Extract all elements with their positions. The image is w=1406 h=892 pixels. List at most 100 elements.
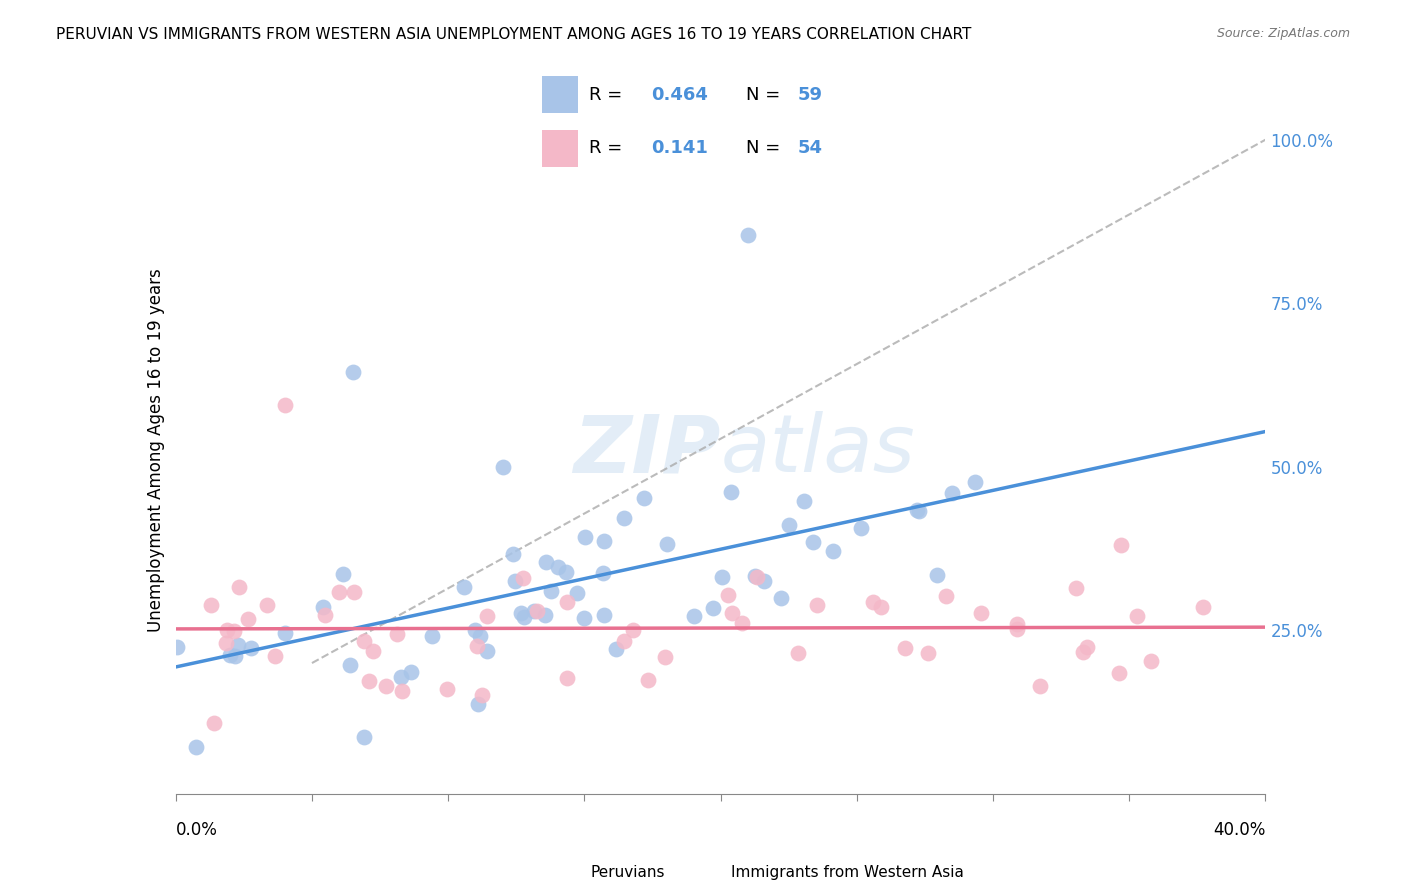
Point — [605, 641, 627, 656]
Point — [592, 534, 614, 549]
Point — [821, 544, 844, 558]
Point — [907, 504, 929, 518]
Point — [717, 589, 740, 603]
Text: 0.0%: 0.0% — [176, 821, 218, 838]
Point — [503, 574, 526, 588]
Point — [862, 594, 884, 608]
Point — [592, 566, 614, 580]
Point — [1029, 679, 1052, 693]
Point — [565, 586, 588, 600]
Point — [1140, 654, 1163, 668]
Point — [471, 689, 494, 703]
Point — [200, 598, 222, 612]
Point — [1192, 599, 1215, 614]
Point — [593, 608, 616, 623]
Point — [752, 574, 775, 588]
Point — [526, 604, 548, 618]
Point — [314, 608, 336, 623]
Point — [264, 648, 287, 663]
Point — [655, 537, 678, 551]
Point — [475, 609, 498, 624]
Point — [240, 640, 263, 655]
Point — [711, 570, 734, 584]
Point — [613, 510, 636, 524]
Point — [273, 625, 295, 640]
Text: R =: R = — [589, 86, 628, 103]
Point — [465, 639, 488, 653]
Text: N =: N = — [747, 86, 786, 103]
Point — [941, 486, 963, 500]
Point — [464, 623, 486, 637]
Point — [894, 640, 917, 655]
Point — [806, 598, 828, 612]
Point — [224, 649, 246, 664]
Point — [870, 599, 893, 614]
Point — [236, 612, 259, 626]
Text: atlas: atlas — [721, 411, 915, 490]
Point — [385, 627, 408, 641]
Point — [399, 665, 422, 679]
Point — [202, 716, 225, 731]
Point — [339, 658, 361, 673]
Point — [969, 606, 991, 620]
Point — [343, 585, 366, 599]
Point — [963, 475, 986, 489]
Point — [925, 568, 948, 582]
Point — [513, 610, 536, 624]
Point — [731, 615, 754, 630]
Point — [510, 606, 533, 620]
Point — [222, 624, 245, 638]
Point — [436, 681, 458, 696]
Text: 40.0%: 40.0% — [1213, 821, 1265, 838]
Point — [905, 503, 928, 517]
Point — [554, 565, 576, 579]
Point — [633, 491, 655, 506]
Point — [512, 571, 534, 585]
Point — [778, 517, 800, 532]
Point — [467, 697, 489, 711]
Text: 0.141: 0.141 — [651, 139, 709, 157]
Point — [1108, 665, 1130, 680]
Point — [328, 585, 350, 599]
Point — [637, 673, 659, 687]
Point — [217, 624, 239, 638]
Point — [540, 583, 562, 598]
Text: 54: 54 — [797, 139, 823, 157]
Point — [547, 559, 569, 574]
Point — [1126, 609, 1149, 624]
Point — [1071, 645, 1094, 659]
Point — [654, 650, 676, 665]
Point — [737, 227, 759, 242]
Point — [226, 638, 249, 652]
Point — [917, 646, 939, 660]
Point — [1064, 581, 1087, 595]
Point — [256, 598, 278, 612]
Point — [720, 485, 742, 500]
Point — [721, 606, 744, 620]
Point — [502, 547, 524, 561]
Point — [1076, 640, 1098, 654]
Text: 0.464: 0.464 — [651, 86, 709, 103]
Point — [218, 648, 240, 662]
Text: R =: R = — [589, 139, 634, 157]
Point — [274, 398, 297, 412]
Point — [574, 611, 596, 625]
Point — [523, 603, 546, 617]
Text: PERUVIAN VS IMMIGRANTS FROM WESTERN ASIA UNEMPLOYMENT AMONG AGES 16 TO 19 YEARS : PERUVIAN VS IMMIGRANTS FROM WESTERN ASIA… — [56, 27, 972, 42]
Point — [374, 679, 396, 693]
Point — [534, 608, 557, 623]
Point — [787, 646, 810, 660]
FancyBboxPatch shape — [541, 129, 578, 167]
Point — [332, 566, 354, 581]
Point — [555, 595, 578, 609]
Point — [342, 365, 364, 379]
Point — [475, 644, 498, 658]
Text: N =: N = — [747, 139, 786, 157]
Text: Immigrants from Western Asia: Immigrants from Western Asia — [731, 865, 965, 880]
Text: ZIP: ZIP — [574, 411, 721, 490]
Point — [184, 740, 207, 755]
Point — [702, 601, 724, 615]
Point — [353, 731, 375, 745]
Point — [166, 640, 188, 655]
Point — [215, 636, 238, 650]
